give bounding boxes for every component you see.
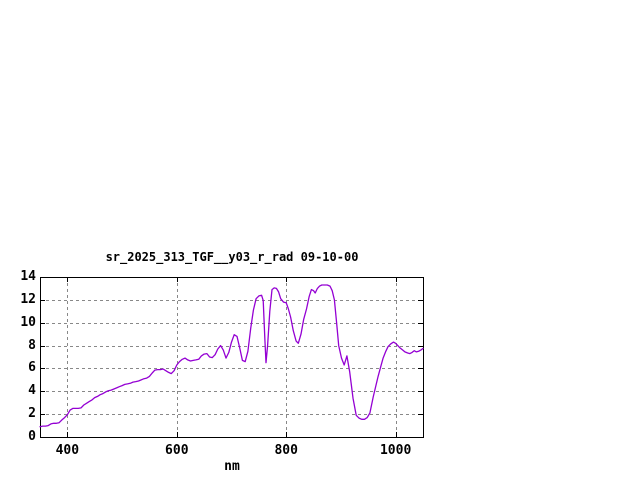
y-tick-label: 14 (20, 269, 36, 284)
x-tick-label: 1000 (379, 443, 412, 458)
y-tick-label: 0 (28, 429, 36, 444)
y-tick-label: 4 (28, 383, 36, 399)
chart-title: sr_2025_313_TGF__y03_r_rad 09-10-00 (105, 250, 359, 264)
y-tick-label: 6 (28, 360, 36, 376)
y-tick-label: 8 (28, 337, 36, 353)
plot-border (40, 277, 424, 438)
spectral-curve (39, 284, 424, 428)
y-tick-label: 2 (28, 406, 36, 422)
x-tick-label: 600 (165, 443, 189, 458)
x-tick-label: 800 (274, 443, 298, 458)
x-tick-label: 400 (55, 443, 80, 458)
x-axis-label: nm (224, 459, 240, 474)
y-tick-label: 10 (20, 314, 36, 330)
y-tick-label: 12 (20, 291, 36, 307)
